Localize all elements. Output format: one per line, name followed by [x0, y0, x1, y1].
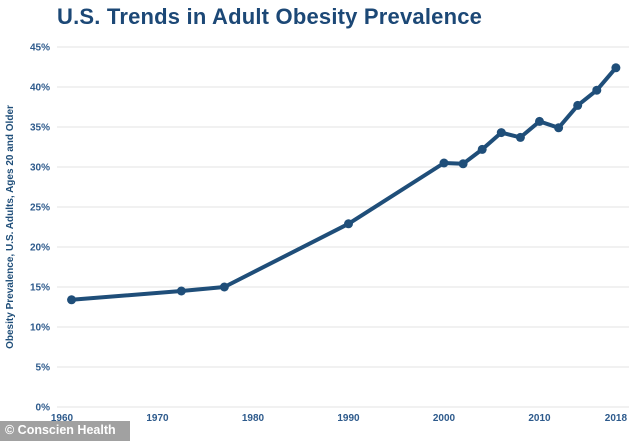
x-tick-label: 1960: [51, 413, 74, 424]
attribution-badge: © Conscien Health: [0, 421, 130, 441]
data-point: [496, 128, 506, 138]
y-axis-title: Obesity Prevalence, U.S. Adults, Ages 20…: [5, 105, 16, 349]
y-tick-label: 20%: [30, 243, 50, 254]
x-tick-label: 2018: [605, 413, 628, 424]
x-tick-label: 1970: [146, 413, 169, 424]
y-tick-label: 35%: [30, 123, 50, 134]
y-tick-label: 40%: [30, 83, 50, 94]
data-point: [573, 100, 583, 110]
data-point: [611, 63, 621, 73]
y-tick-label: 30%: [30, 163, 50, 174]
data-point: [176, 286, 186, 296]
data-point: [592, 85, 602, 95]
copyright-text: © Conscien Health: [5, 423, 116, 437]
data-point: [477, 144, 487, 154]
data-point: [344, 219, 353, 229]
y-tick-label: 10%: [30, 323, 50, 334]
data-point: [67, 295, 77, 305]
trend-line: [69, 65, 618, 302]
data-point: [515, 132, 525, 142]
data-point: [439, 158, 449, 168]
x-tick-label: 2010: [528, 413, 551, 424]
x-tick-label: 1990: [337, 413, 360, 424]
x-tick-label: 1980: [242, 413, 265, 424]
x-tick-label: 2000: [433, 413, 456, 424]
data-point: [219, 282, 229, 292]
data-point: [554, 123, 564, 133]
y-tick-label: 25%: [30, 203, 50, 214]
y-tick-label: 5%: [36, 363, 51, 374]
data-point: [458, 159, 468, 169]
data-point: [535, 116, 544, 126]
y-tick-label: 0%: [36, 403, 51, 414]
y-tick-label: 45%: [30, 43, 50, 54]
chart-title: U.S. Trends in Adult Obesity Prevalence: [57, 4, 483, 29]
y-tick-label: 15%: [30, 283, 50, 294]
